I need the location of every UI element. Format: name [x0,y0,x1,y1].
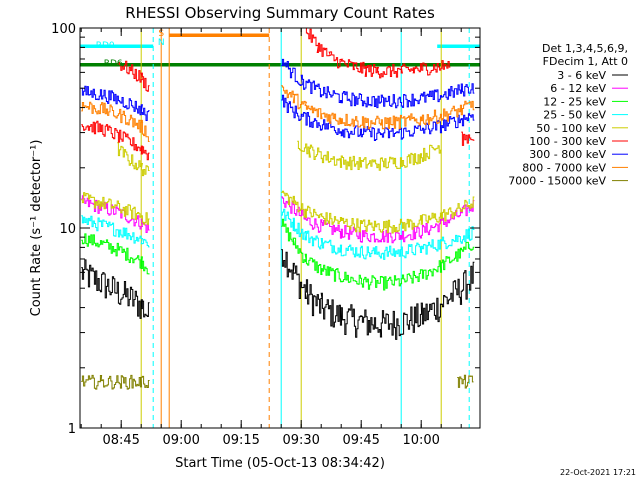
annotation-s: S [158,29,164,39]
legend-label-6-12-kev: 6 - 12 keV [550,82,606,95]
series-300-800-kev-segment-2 [281,94,475,141]
series-7000-15000-kev-segment-1 [457,374,474,389]
y-tick-label-10: 10 [59,222,76,237]
x-tick-label-09-45: 09:45 [342,433,379,448]
series-50-100-kev [81,140,475,234]
chart-title: RHESSI Observing Summary Count Rates [125,4,435,22]
series-100-300-kev [81,27,475,161]
legend-label-100-300-kev: 100 - 300 keV [529,135,606,148]
series-100-300-kev-segment-0 [81,120,150,161]
series-3-6-kev [81,249,475,340]
series-100-300-kev-segment-3 [461,131,475,146]
x-tick-label-09-15: 09:15 [222,433,259,448]
series-3-6-kev-segment-1 [281,249,475,340]
series-6-12-kev-segment-0 [81,195,150,233]
series-25-50-kev-segment-1 [281,208,475,260]
series-6-12-kev-segment-1 [281,196,475,244]
series-7000-15000-kev [81,374,474,390]
legend-label-800-7000-kev: 800 - 7000 keV [522,161,606,174]
legend-label-7000-15000-kev: 7000 - 15000 keV [508,175,606,188]
legend-label-300-800-kev: 300 - 800 keV [529,148,606,161]
y-tick-label-1: 1 [68,422,76,437]
series-50-100-kev-segment-3 [297,140,442,171]
series-800-7000-kev [81,85,475,142]
legend-header-0: Det 1,3,4,5,6,9, [542,42,628,55]
series-7000-15000-kev-segment-0 [81,374,150,390]
legend-header-1: FDecim 1, Att 0 [543,55,628,68]
x-tick-label-08-45: 08:45 [102,433,139,448]
x-tick-label-10-00: 10:00 [402,433,439,448]
legend-label-3-6-kev: 3 - 6 keV [557,69,606,82]
series-50-100-kev-segment-1 [281,190,475,234]
legend-label-50-100-kev: 50 - 100 keV [536,122,606,135]
legend: Det 1,3,4,5,6,9,FDecim 1, Att 03 - 6 keV… [508,42,628,188]
series-300-800-kev [81,58,475,141]
series-25-50-kev [81,208,475,260]
series-50-100-kev-segment-2 [117,142,150,177]
series-50-100-kev-segment-0 [81,192,150,225]
x-tick-label-09-00: 09:00 [162,433,199,448]
series-25-50-kev-segment-0 [81,215,150,248]
y-axis-label: Count Rate (s⁻¹ detector⁻¹) [29,140,44,317]
series-12-25-kev-segment-1 [281,218,475,291]
series-6-12-kev [81,195,475,244]
series-300-800-kev-segment-0 [81,85,150,121]
series-800-7000-kev-segment-0 [81,101,150,142]
footer-timestamp: 22-Oct-2021 17:21 [560,468,636,477]
series-100-300-kev-segment-1 [117,60,150,92]
series-800-7000-kev-segment-1 [281,85,475,130]
x-tick-label-09-30: 09:30 [282,433,319,448]
series-12-25-kev [81,218,475,291]
annotation-rd0: RD0 [96,41,115,51]
legend-label-25-50-kev: 25 - 50 keV [543,109,606,122]
y-tick-label-100: 100 [51,22,76,37]
series-3-6-kev-segment-0 [81,259,150,319]
series-12-25-kev-segment-0 [81,233,150,275]
series-300-800-kev-segment-1 [281,58,475,109]
x-axis-label: Start Time (05-Oct-13 08:34:42) [175,456,385,471]
annotation-n: N [158,38,165,48]
annotation-rd6: RD6 [104,59,123,69]
series-100-300-kev-segment-2 [305,27,451,79]
legend-label-12-25-kev: 12 - 25 keV [543,95,606,108]
